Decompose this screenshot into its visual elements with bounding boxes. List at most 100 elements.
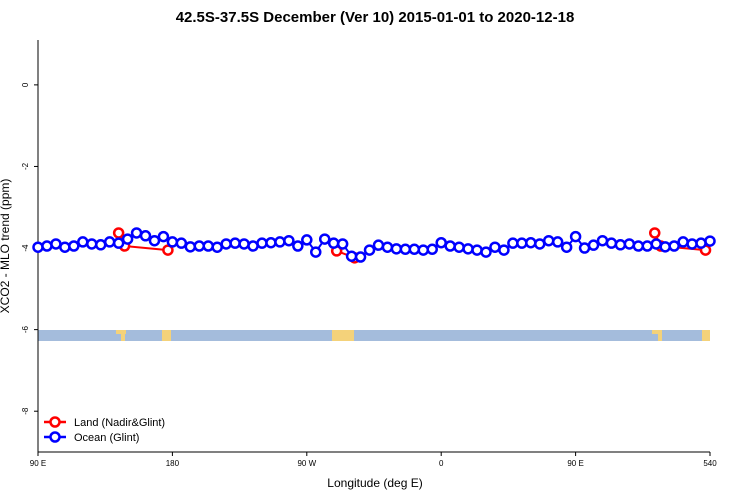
land-patch	[652, 330, 662, 334]
data-point	[596, 234, 609, 247]
data-point	[659, 241, 671, 253]
land-patch	[702, 330, 710, 341]
data-point	[641, 240, 654, 252]
data-point	[103, 236, 116, 248]
chart-title: 42.5S-37.5S December (Ver 10) 2015-01-01…	[176, 9, 575, 26]
data-point	[166, 236, 179, 248]
data-point	[41, 240, 53, 252]
legend-label: Land (Nadir&Glint)	[74, 417, 165, 429]
data-point	[68, 240, 80, 252]
data-point	[50, 238, 62, 250]
legend-label: Ocean (Glint)	[74, 432, 139, 444]
ocean-strip	[38, 330, 710, 341]
land-patch	[658, 334, 662, 341]
data-point	[372, 239, 385, 251]
data-point	[256, 237, 268, 249]
data-point	[399, 243, 412, 256]
data-point	[677, 236, 689, 248]
data-point	[130, 227, 143, 239]
data-point	[534, 238, 546, 250]
data-point	[354, 251, 367, 263]
data-point	[112, 237, 125, 249]
data-point	[435, 236, 447, 249]
data-point	[345, 250, 358, 262]
y-tick-label: -8	[21, 407, 30, 415]
data-point	[59, 241, 71, 253]
data-point	[587, 239, 600, 251]
data-point	[184, 241, 197, 253]
legend-marker	[49, 431, 61, 443]
data-point	[578, 242, 591, 254]
land-patch	[332, 330, 354, 341]
x-axis-label: Longitude (deg E)	[327, 476, 422, 490]
data-point	[408, 243, 421, 256]
data-point	[444, 240, 456, 252]
x-tick-label: 540	[703, 459, 717, 468]
data-point	[229, 237, 241, 249]
data-point	[202, 240, 214, 252]
data-point	[569, 230, 582, 243]
data-point	[480, 246, 492, 258]
data-point	[453, 241, 465, 253]
data-point	[551, 236, 564, 248]
data-point	[336, 238, 349, 250]
data-point	[327, 237, 340, 249]
data-point	[605, 237, 618, 249]
legend-marker	[49, 416, 61, 428]
data-point	[162, 244, 174, 256]
data-point	[462, 243, 474, 255]
data-point	[274, 236, 286, 248]
data-point	[112, 227, 125, 239]
data-point	[417, 244, 430, 256]
surface-mask	[38, 330, 710, 341]
data-point	[94, 239, 107, 251]
y-axis-label: XCO2 - MLO trend (ppm)	[0, 179, 12, 314]
data-point	[632, 240, 645, 252]
data-point	[525, 236, 537, 249]
data-point	[86, 238, 98, 250]
data-point	[560, 241, 573, 253]
data-point	[426, 243, 438, 256]
data-point	[148, 234, 161, 247]
y-tick-label: -6	[21, 326, 30, 334]
data-point	[542, 234, 555, 247]
data-point	[507, 237, 519, 249]
data-point	[498, 244, 510, 256]
x-tick-label: 90 E	[567, 459, 583, 468]
data-point	[648, 227, 661, 239]
data-point	[623, 238, 636, 250]
data-point	[301, 234, 313, 246]
data-point	[121, 233, 134, 245]
data-point	[516, 237, 528, 249]
data-point	[247, 240, 259, 252]
data-point	[77, 236, 89, 248]
x-tick-label: 0	[439, 459, 444, 468]
data-point	[238, 238, 250, 250]
data-point	[265, 236, 277, 249]
data-point	[310, 246, 322, 258]
x-tick-label: 180	[166, 459, 180, 468]
data-point	[32, 241, 44, 253]
data-point	[614, 239, 627, 251]
data-point	[686, 238, 698, 250]
data-point	[175, 237, 188, 249]
data-point	[292, 240, 304, 252]
land-patch	[162, 330, 171, 341]
y-tick-label: -4	[21, 244, 30, 252]
data-point	[650, 238, 662, 250]
land-patch	[116, 330, 126, 334]
data-point	[381, 241, 394, 253]
data-point	[211, 241, 223, 253]
y-tick-label: -2	[21, 162, 30, 170]
data-point	[193, 240, 206, 252]
data-point	[157, 230, 170, 243]
data-point	[390, 243, 403, 255]
data-point	[139, 230, 152, 242]
data-point	[668, 240, 680, 252]
legend: Land (Nadir&Glint) Ocean (Glint)	[44, 416, 165, 444]
data-point	[283, 234, 295, 247]
x-tick-label: 90 E	[30, 459, 46, 468]
data-point	[489, 241, 501, 253]
data-point	[318, 233, 331, 245]
